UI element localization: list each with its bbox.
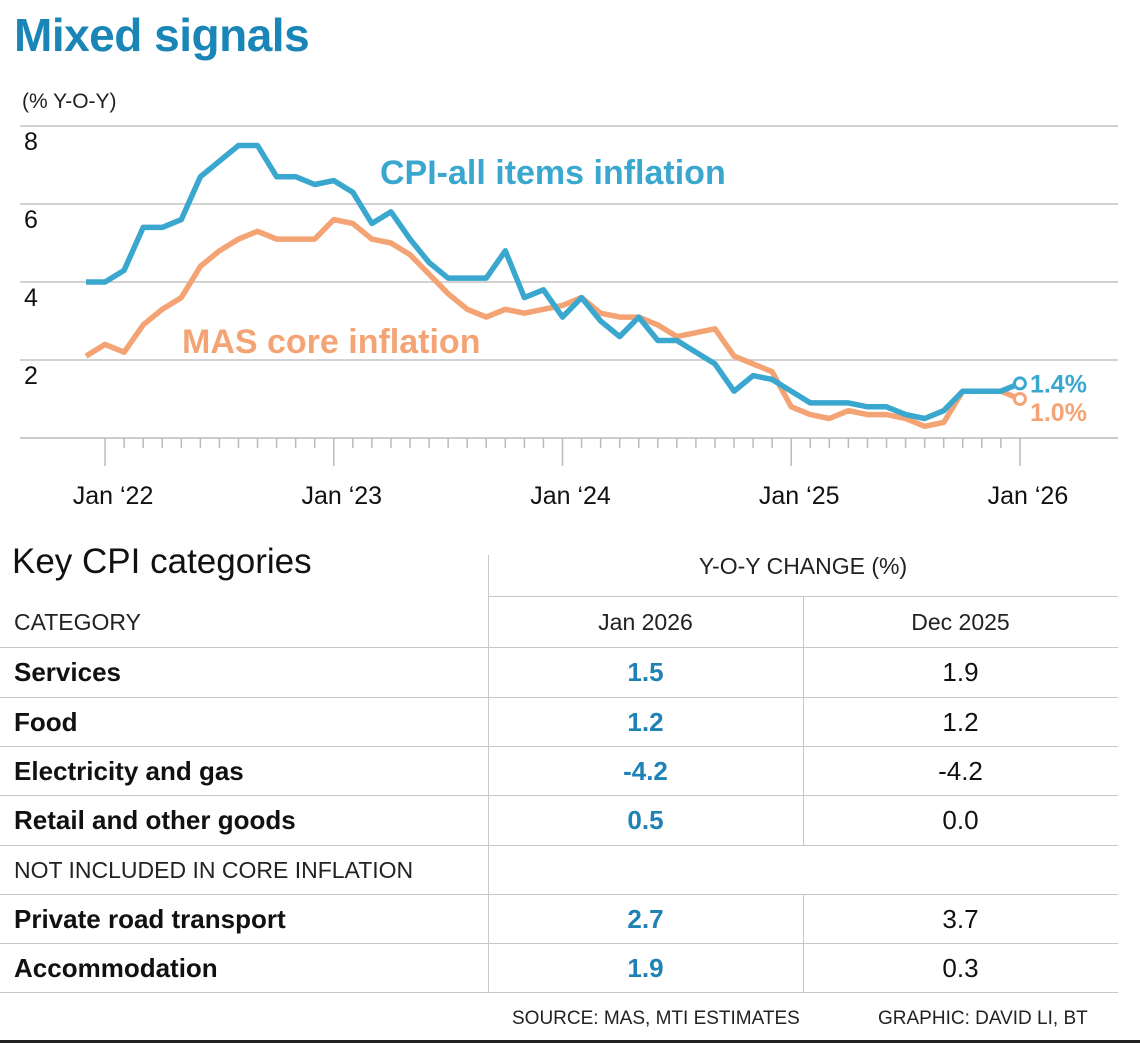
column-header-jan: Jan 2026 <box>598 609 693 635</box>
source-note: SOURCE: MAS, MTI ESTIMATES <box>512 1008 800 1029</box>
row-category: Private road transport <box>14 904 286 934</box>
row-jan-value: 0.5 <box>627 805 664 835</box>
bottom-rule <box>0 1040 1140 1043</box>
row-category: Accommodation <box>14 953 218 983</box>
cpi-end-marker <box>1012 376 1027 391</box>
row-jan-value: 1.9 <box>627 953 664 983</box>
x-tick-label: Jan ‘25 <box>759 482 840 510</box>
column-header-category: CATEGORY <box>14 609 141 635</box>
x-tick-label: Jan ‘23 <box>301 482 382 510</box>
row-category: Food <box>14 707 78 737</box>
divider <box>0 795 1118 796</box>
core-end-label: 1.0% <box>1030 399 1087 427</box>
section-label: NOT INCLUDED IN CORE INFLATION <box>14 857 414 883</box>
divider <box>803 597 804 845</box>
divider <box>0 647 1118 648</box>
divider <box>0 845 1118 846</box>
row-dec-value: 1.2 <box>942 707 979 737</box>
y-tick-label: 6 <box>24 206 38 234</box>
row-jan-value: 1.2 <box>627 707 664 737</box>
divider <box>0 746 1118 747</box>
x-tick-label: Jan ‘22 <box>73 482 154 510</box>
row-category: Retail and other goods <box>14 805 296 835</box>
cpi-line <box>86 142 1021 422</box>
x-tick-label: Jan ‘26 <box>988 482 1069 510</box>
y-tick-label: 2 <box>24 362 38 390</box>
row-dec-value: 0.3 <box>942 953 979 983</box>
row-jan-value: 1.5 <box>627 657 664 687</box>
y-axis-unit: (% Y-O-Y) <box>22 90 117 113</box>
cpi-series-label: CPI-all items inflation <box>380 154 726 192</box>
row-jan-value: 2.7 <box>627 904 664 934</box>
core-end-marker <box>1012 392 1027 406</box>
group-header: Y-O-Y CHANGE (%) <box>698 553 908 579</box>
y-tick-label: 8 <box>24 128 38 156</box>
row-category: Services <box>14 657 121 687</box>
row-jan-value: -4.2 <box>623 756 668 786</box>
row-dec-value: 0.0 <box>942 805 979 835</box>
divider <box>0 943 1118 944</box>
divider <box>488 555 489 992</box>
divider <box>488 596 1118 597</box>
column-header-dec: Dec 2025 <box>911 609 1010 635</box>
x-tick-label: Jan ‘24 <box>530 482 611 510</box>
divider <box>0 894 1118 895</box>
divider <box>0 697 1118 698</box>
line-chart: 2 4 6 8 Jan ‘22 Jan ‘23 Jan ‘24 Jan ‘25 Jan ‘26 1… <box>20 125 1118 510</box>
chart-title: Mixed signals <box>14 9 310 61</box>
core-series-label: MAS core inflation <box>182 323 480 361</box>
graphic-credit: GRAPHIC: DAVID LI, BT <box>878 1008 1088 1029</box>
row-category: Electricity and gas <box>14 756 244 786</box>
row-dec-value: 3.7 <box>942 904 979 934</box>
divider <box>0 992 1118 993</box>
row-dec-value: -4.2 <box>938 756 983 786</box>
row-dec-value: 1.9 <box>942 657 979 687</box>
table-title: Key CPI categories <box>12 542 312 581</box>
y-tick-label: 4 <box>24 284 38 312</box>
cpi-end-label: 1.4% <box>1030 370 1087 398</box>
